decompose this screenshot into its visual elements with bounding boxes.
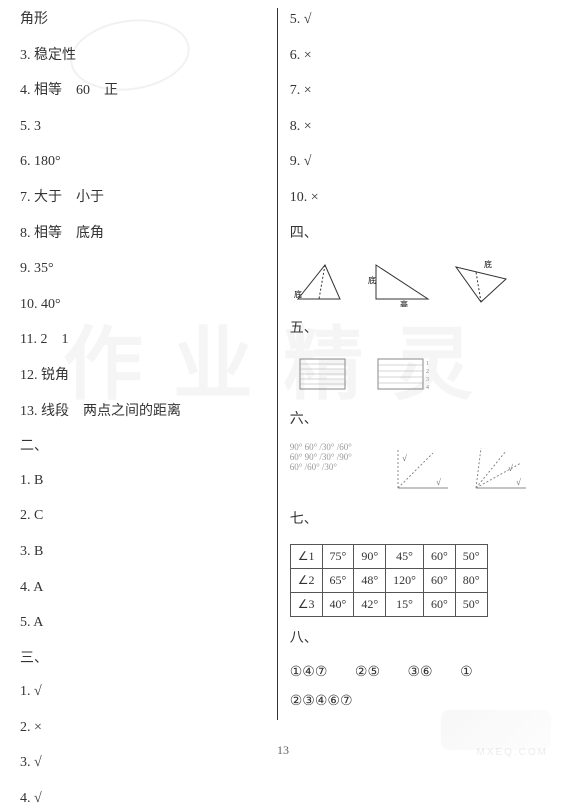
section-2-header: 二、: [20, 437, 266, 457]
judge: 3. √: [20, 753, 266, 773]
choice: 5. A: [20, 613, 266, 633]
svg-text:4: 4: [426, 385, 429, 391]
eight-line-1: ①④⑦ ②⑤ ③⑥ ①: [290, 663, 546, 683]
table-row: ∠2 65° 48° 120° 60° 80°: [290, 568, 487, 592]
item: 角形: [20, 10, 266, 30]
cell: ∠3: [290, 592, 322, 616]
cell: 75°: [322, 544, 354, 568]
triangle-3: 底: [446, 257, 516, 307]
page-number: 13: [277, 743, 289, 758]
cell: 60°: [423, 568, 455, 592]
svg-text:√: √: [436, 477, 441, 487]
item: 8. 相等 底角: [20, 224, 266, 244]
cell: 60°: [423, 544, 455, 568]
judge: 5. √: [290, 10, 546, 30]
triangle-row: 底 底 高 底: [290, 257, 546, 307]
item: 5. 3: [20, 117, 266, 137]
cell: 80°: [455, 568, 487, 592]
svg-text:√: √: [508, 463, 513, 473]
section-4-header: 四、: [290, 224, 546, 244]
cell: 50°: [455, 592, 487, 616]
item: 13. 线段 两点之间的距离: [20, 402, 266, 422]
cell: 48°: [354, 568, 386, 592]
cell: ∠1: [290, 544, 322, 568]
cell: 90°: [354, 544, 386, 568]
section-5-header: 五、: [290, 319, 546, 339]
angle-table: ∠1 75° 90° 45° 60° 50° ∠2 65° 48° 120° 6…: [290, 544, 488, 617]
item: 7. 大于 小于: [20, 188, 266, 208]
triangle-label: 高: [400, 299, 408, 307]
section-8-header: 八、: [290, 629, 546, 649]
choice: 4. A: [20, 578, 266, 598]
svg-text:3: 3: [426, 377, 429, 383]
judge: 1. √: [20, 682, 266, 702]
judge: 9. √: [290, 152, 546, 172]
triangle-label: 底: [294, 289, 302, 299]
right-column: 5. √ 6. × 7. × 8. × 9. √ 10. × 四、 底 底 高 …: [278, 10, 546, 730]
choice: 1. B: [20, 471, 266, 491]
table-row: ∠1 75° 90° 45° 60° 50°: [290, 544, 487, 568]
judge: 8. ×: [290, 117, 546, 137]
cell: 65°: [322, 568, 354, 592]
left-column: 角形 3. 稳定性 4. 相等 60 正 5. 3 6. 180° 7. 大于 …: [20, 10, 278, 730]
bottom-url-watermark: MXEQ.COM: [476, 747, 548, 758]
cell: 40°: [322, 592, 354, 616]
item: 3. 稳定性: [20, 46, 266, 66]
judge: 7. ×: [290, 81, 546, 101]
rect-2: 1 2 3 4: [368, 353, 438, 398]
judge: 4. √: [20, 789, 266, 809]
svg-text:√: √: [516, 477, 521, 487]
angle-diagram-1: √ √: [388, 443, 458, 498]
rect-row: 1 2 3 4: [290, 353, 546, 398]
judge: 6. ×: [290, 46, 546, 66]
item: 4. 相等 60 正: [20, 81, 266, 101]
cell: 50°: [455, 544, 487, 568]
angle-diagram-2: √ √: [466, 443, 536, 498]
angle-row: 90° 60° /30° /60° 60° 90° /30° /90° 60° …: [290, 443, 546, 498]
triangle-label: 底: [368, 275, 376, 285]
cell: 45°: [386, 544, 424, 568]
svg-text:√: √: [402, 453, 407, 463]
svg-text:2: 2: [426, 369, 429, 375]
svg-text:1: 1: [426, 361, 429, 367]
item: 12. 锐角: [20, 366, 266, 386]
item: 6. 180°: [20, 152, 266, 172]
triangle-2: 底 高: [368, 257, 438, 307]
section-6-header: 六、: [290, 410, 546, 430]
choice: 3. B: [20, 542, 266, 562]
section-3-header: 三、: [20, 649, 266, 669]
judge: 2. ×: [20, 718, 266, 738]
angle-text: 90° 60° /30° /60° 60° 90° /30° /90° 60° …: [290, 443, 380, 498]
eight-line-2: ②③④⑥⑦: [290, 692, 546, 712]
rect-1: [290, 353, 360, 398]
cell: 60°: [423, 592, 455, 616]
choice: 2. C: [20, 506, 266, 526]
item: 10. 40°: [20, 295, 266, 315]
table-row: ∠3 40° 42° 15° 60° 50°: [290, 592, 487, 616]
judge: 10. ×: [290, 188, 546, 208]
cell: ∠2: [290, 568, 322, 592]
cell: 15°: [386, 592, 424, 616]
cell: 42°: [354, 592, 386, 616]
triangle-label: 底: [484, 259, 492, 269]
cell: 120°: [386, 568, 424, 592]
item: 9. 35°: [20, 259, 266, 279]
triangle-1: 底: [290, 257, 360, 307]
item: 11. 2 1: [20, 330, 266, 350]
section-7-header: 七、: [290, 510, 546, 530]
